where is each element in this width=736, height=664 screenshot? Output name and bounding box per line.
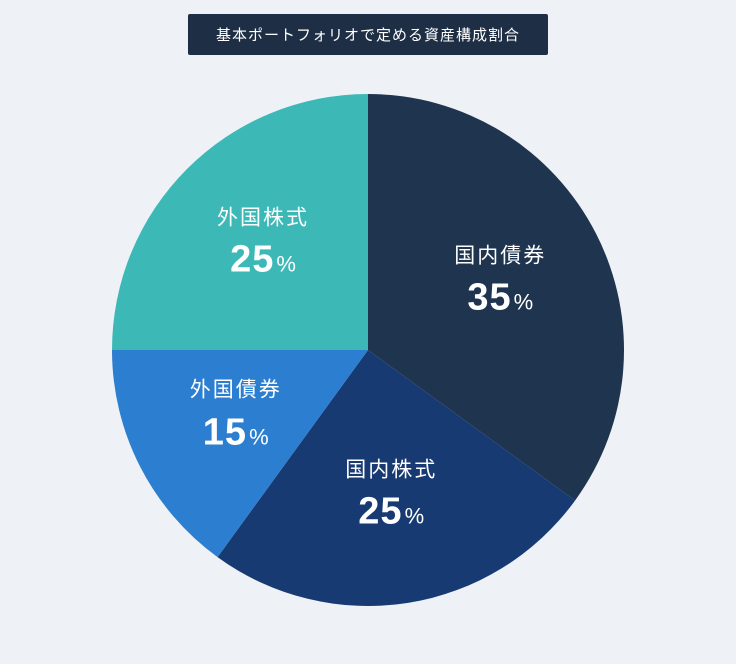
slice-name: 国内債券 — [454, 242, 546, 269]
slice-value: 25 — [230, 239, 274, 281]
slice-value: 25 — [358, 491, 402, 533]
chart-title: 基本ポートフォリオで定める資産構成割合 — [188, 14, 548, 55]
percent-sign: % — [514, 290, 534, 315]
percent-sign: % — [405, 504, 425, 529]
slice-name: 外国株式 — [217, 205, 309, 232]
slice-label-s3: 外国債券 15% — [190, 377, 282, 458]
slice-name: 国内株式 — [345, 456, 437, 483]
pie-chart: 国内債券 35% 国内株式 25% 外国債券 15% 外国株式 25% — [108, 90, 628, 610]
slice-name: 外国債券 — [190, 377, 282, 404]
slice-value: 15 — [203, 411, 247, 453]
slice-label-s2: 国内株式 25% — [345, 456, 437, 537]
chart-container: 基本ポートフォリオで定める資産構成割合 国内債券 35% 国内株式 25% 外国… — [0, 0, 736, 664]
percent-sign: % — [276, 252, 296, 277]
percent-sign: % — [249, 424, 269, 449]
slice-label-s4: 外国株式 25% — [217, 205, 309, 286]
slice-label-s1: 国内債券 35% — [454, 242, 546, 323]
slice-value: 35 — [467, 277, 511, 319]
